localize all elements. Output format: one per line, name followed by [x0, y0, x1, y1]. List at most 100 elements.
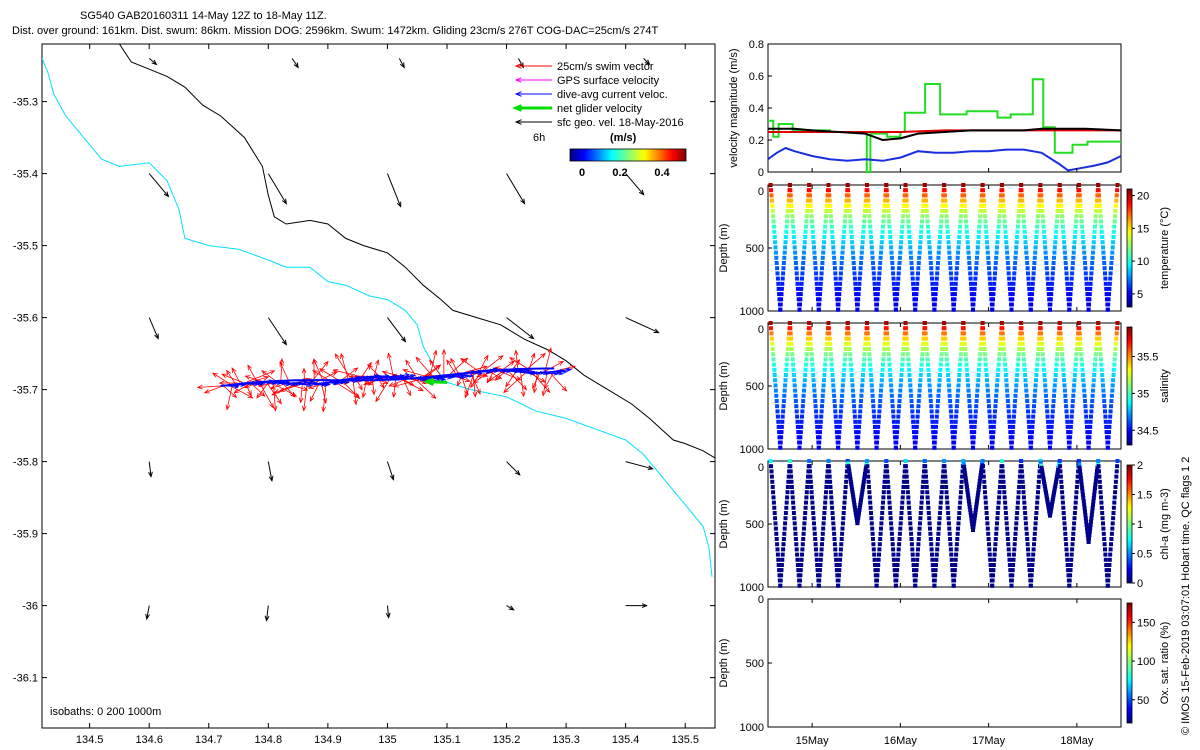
section-point — [967, 261, 972, 265]
section-point — [811, 373, 816, 377]
section-point — [1039, 198, 1044, 203]
section-point — [814, 281, 819, 286]
section-point — [855, 440, 859, 445]
swim-vector — [313, 358, 325, 383]
section-point — [968, 414, 973, 419]
section-point — [1051, 399, 1056, 403]
section-point — [940, 479, 945, 484]
section-point — [769, 474, 774, 479]
colorbar-tick-label: 35 — [1137, 388, 1149, 400]
section-point — [995, 240, 1000, 245]
section-point — [910, 276, 915, 281]
section-point — [1058, 326, 1063, 331]
section-point — [946, 516, 951, 521]
section-point — [921, 474, 926, 479]
section-point — [842, 362, 847, 367]
section-point — [855, 307, 860, 312]
section-point — [949, 276, 954, 281]
section-point — [1072, 378, 1077, 383]
section-point — [846, 188, 851, 193]
section-point — [910, 552, 915, 557]
section-point — [1003, 362, 1008, 367]
section-point — [882, 479, 887, 484]
section-point — [876, 563, 881, 567]
section-point — [983, 495, 988, 500]
section-point — [1115, 326, 1120, 331]
section-point — [774, 261, 779, 265]
section-point — [871, 399, 875, 403]
section-point — [814, 271, 818, 276]
geo-velocity-arrow — [386, 173, 402, 208]
section-point — [800, 266, 805, 271]
section-point — [935, 547, 940, 552]
section-point — [1003, 229, 1008, 234]
section-point — [858, 503, 863, 507]
section-point — [1054, 229, 1059, 234]
section-point — [1003, 373, 1008, 377]
section-point — [976, 487, 981, 492]
section-point — [993, 266, 998, 271]
section-ytick-label: 1000 — [740, 582, 764, 594]
section-point — [861, 484, 865, 489]
legend-arrow — [514, 91, 552, 97]
section-point — [826, 321, 831, 325]
section-point — [972, 516, 977, 521]
section-point — [1052, 490, 1056, 495]
map-xtick-label: 135.5 — [671, 734, 699, 746]
section-point — [920, 490, 925, 495]
section-point — [821, 388, 826, 393]
section-point — [805, 485, 810, 489]
section-point — [1074, 357, 1079, 362]
section-point — [1045, 271, 1050, 276]
section-point — [1100, 373, 1105, 377]
section-point — [899, 505, 904, 510]
section-point — [1066, 435, 1071, 440]
section-point — [1102, 399, 1107, 403]
section-point — [929, 404, 934, 409]
section-point — [903, 464, 908, 469]
section-point — [1031, 552, 1036, 557]
section-point — [855, 302, 859, 307]
colorbar-tick-label: 35.5 — [1137, 352, 1158, 364]
section-point — [775, 271, 780, 276]
section-point — [850, 383, 855, 388]
section-point — [1098, 347, 1103, 351]
section-point — [1092, 367, 1097, 372]
section-point — [890, 399, 895, 403]
section-point — [1024, 526, 1029, 531]
section-point — [1027, 430, 1032, 435]
section-point — [777, 440, 782, 445]
section-point — [1063, 255, 1068, 260]
section-point — [1099, 500, 1104, 505]
section-point — [837, 424, 842, 429]
section-point — [887, 224, 892, 229]
section-point — [851, 497, 856, 502]
section-point — [1044, 261, 1049, 265]
section-point — [852, 503, 857, 507]
section-point — [835, 297, 840, 302]
section-point — [881, 352, 886, 357]
swim-vector — [488, 370, 505, 382]
section-point — [869, 511, 873, 515]
section-point — [922, 459, 927, 463]
section-point — [978, 209, 983, 213]
section-point — [796, 430, 801, 435]
section-point — [852, 500, 857, 505]
section-point — [897, 531, 902, 536]
section-point — [1046, 281, 1050, 286]
section-point — [822, 235, 827, 239]
section-point — [896, 552, 901, 557]
section-point — [1107, 281, 1112, 286]
section-point — [827, 474, 832, 479]
section-point — [909, 542, 914, 547]
swim-vector — [392, 378, 423, 388]
map-xtick-label: 135.2 — [493, 734, 521, 746]
section-point — [860, 383, 865, 388]
section-point — [937, 516, 942, 521]
section-point — [1017, 341, 1022, 346]
section-point — [957, 505, 962, 510]
section-point — [802, 378, 807, 383]
section-point — [962, 467, 967, 472]
section-point — [878, 399, 883, 403]
section-point — [891, 419, 896, 424]
